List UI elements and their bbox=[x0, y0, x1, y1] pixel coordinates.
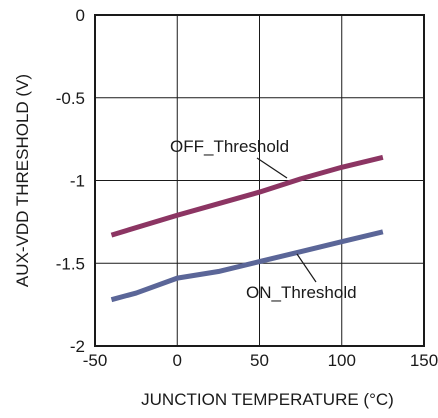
series-lines bbox=[110, 154, 384, 303]
y-tick-label: -1.5 bbox=[56, 254, 85, 273]
plot-area-frame bbox=[94, 14, 425, 347]
series-annotations: OFF_Threshold ON_Threshold bbox=[170, 137, 357, 302]
series-label-leader bbox=[256, 157, 288, 179]
x-tick-label: -50 bbox=[83, 351, 108, 370]
x-tick-label: 50 bbox=[250, 351, 269, 370]
series-line-on-threshold bbox=[110, 229, 384, 303]
x-tick-label: 100 bbox=[328, 351, 356, 370]
y-tick-label: 0 bbox=[76, 6, 85, 25]
series-label: OFF_Threshold bbox=[170, 137, 289, 156]
x-tick-label: 0 bbox=[173, 351, 182, 370]
series-label-leader bbox=[296, 253, 317, 283]
x-axis-title: JUNCTION TEMPERATURE (°C) bbox=[141, 390, 394, 409]
y-tick-label: -0.5 bbox=[56, 89, 85, 108]
x-tick-label: 150 bbox=[410, 351, 438, 370]
tick-labels: -50 0 50 100 150 0 -0.5 -1 -1.5 -2 bbox=[56, 6, 438, 370]
y-tick-label: -1 bbox=[70, 172, 85, 191]
series-label: ON_Threshold bbox=[246, 283, 357, 302]
y-axis-title: AUX-VDD THRESHOLD (V) bbox=[13, 74, 32, 287]
y-tick-label: -2 bbox=[70, 337, 85, 356]
series-line-off-threshold bbox=[110, 154, 384, 238]
